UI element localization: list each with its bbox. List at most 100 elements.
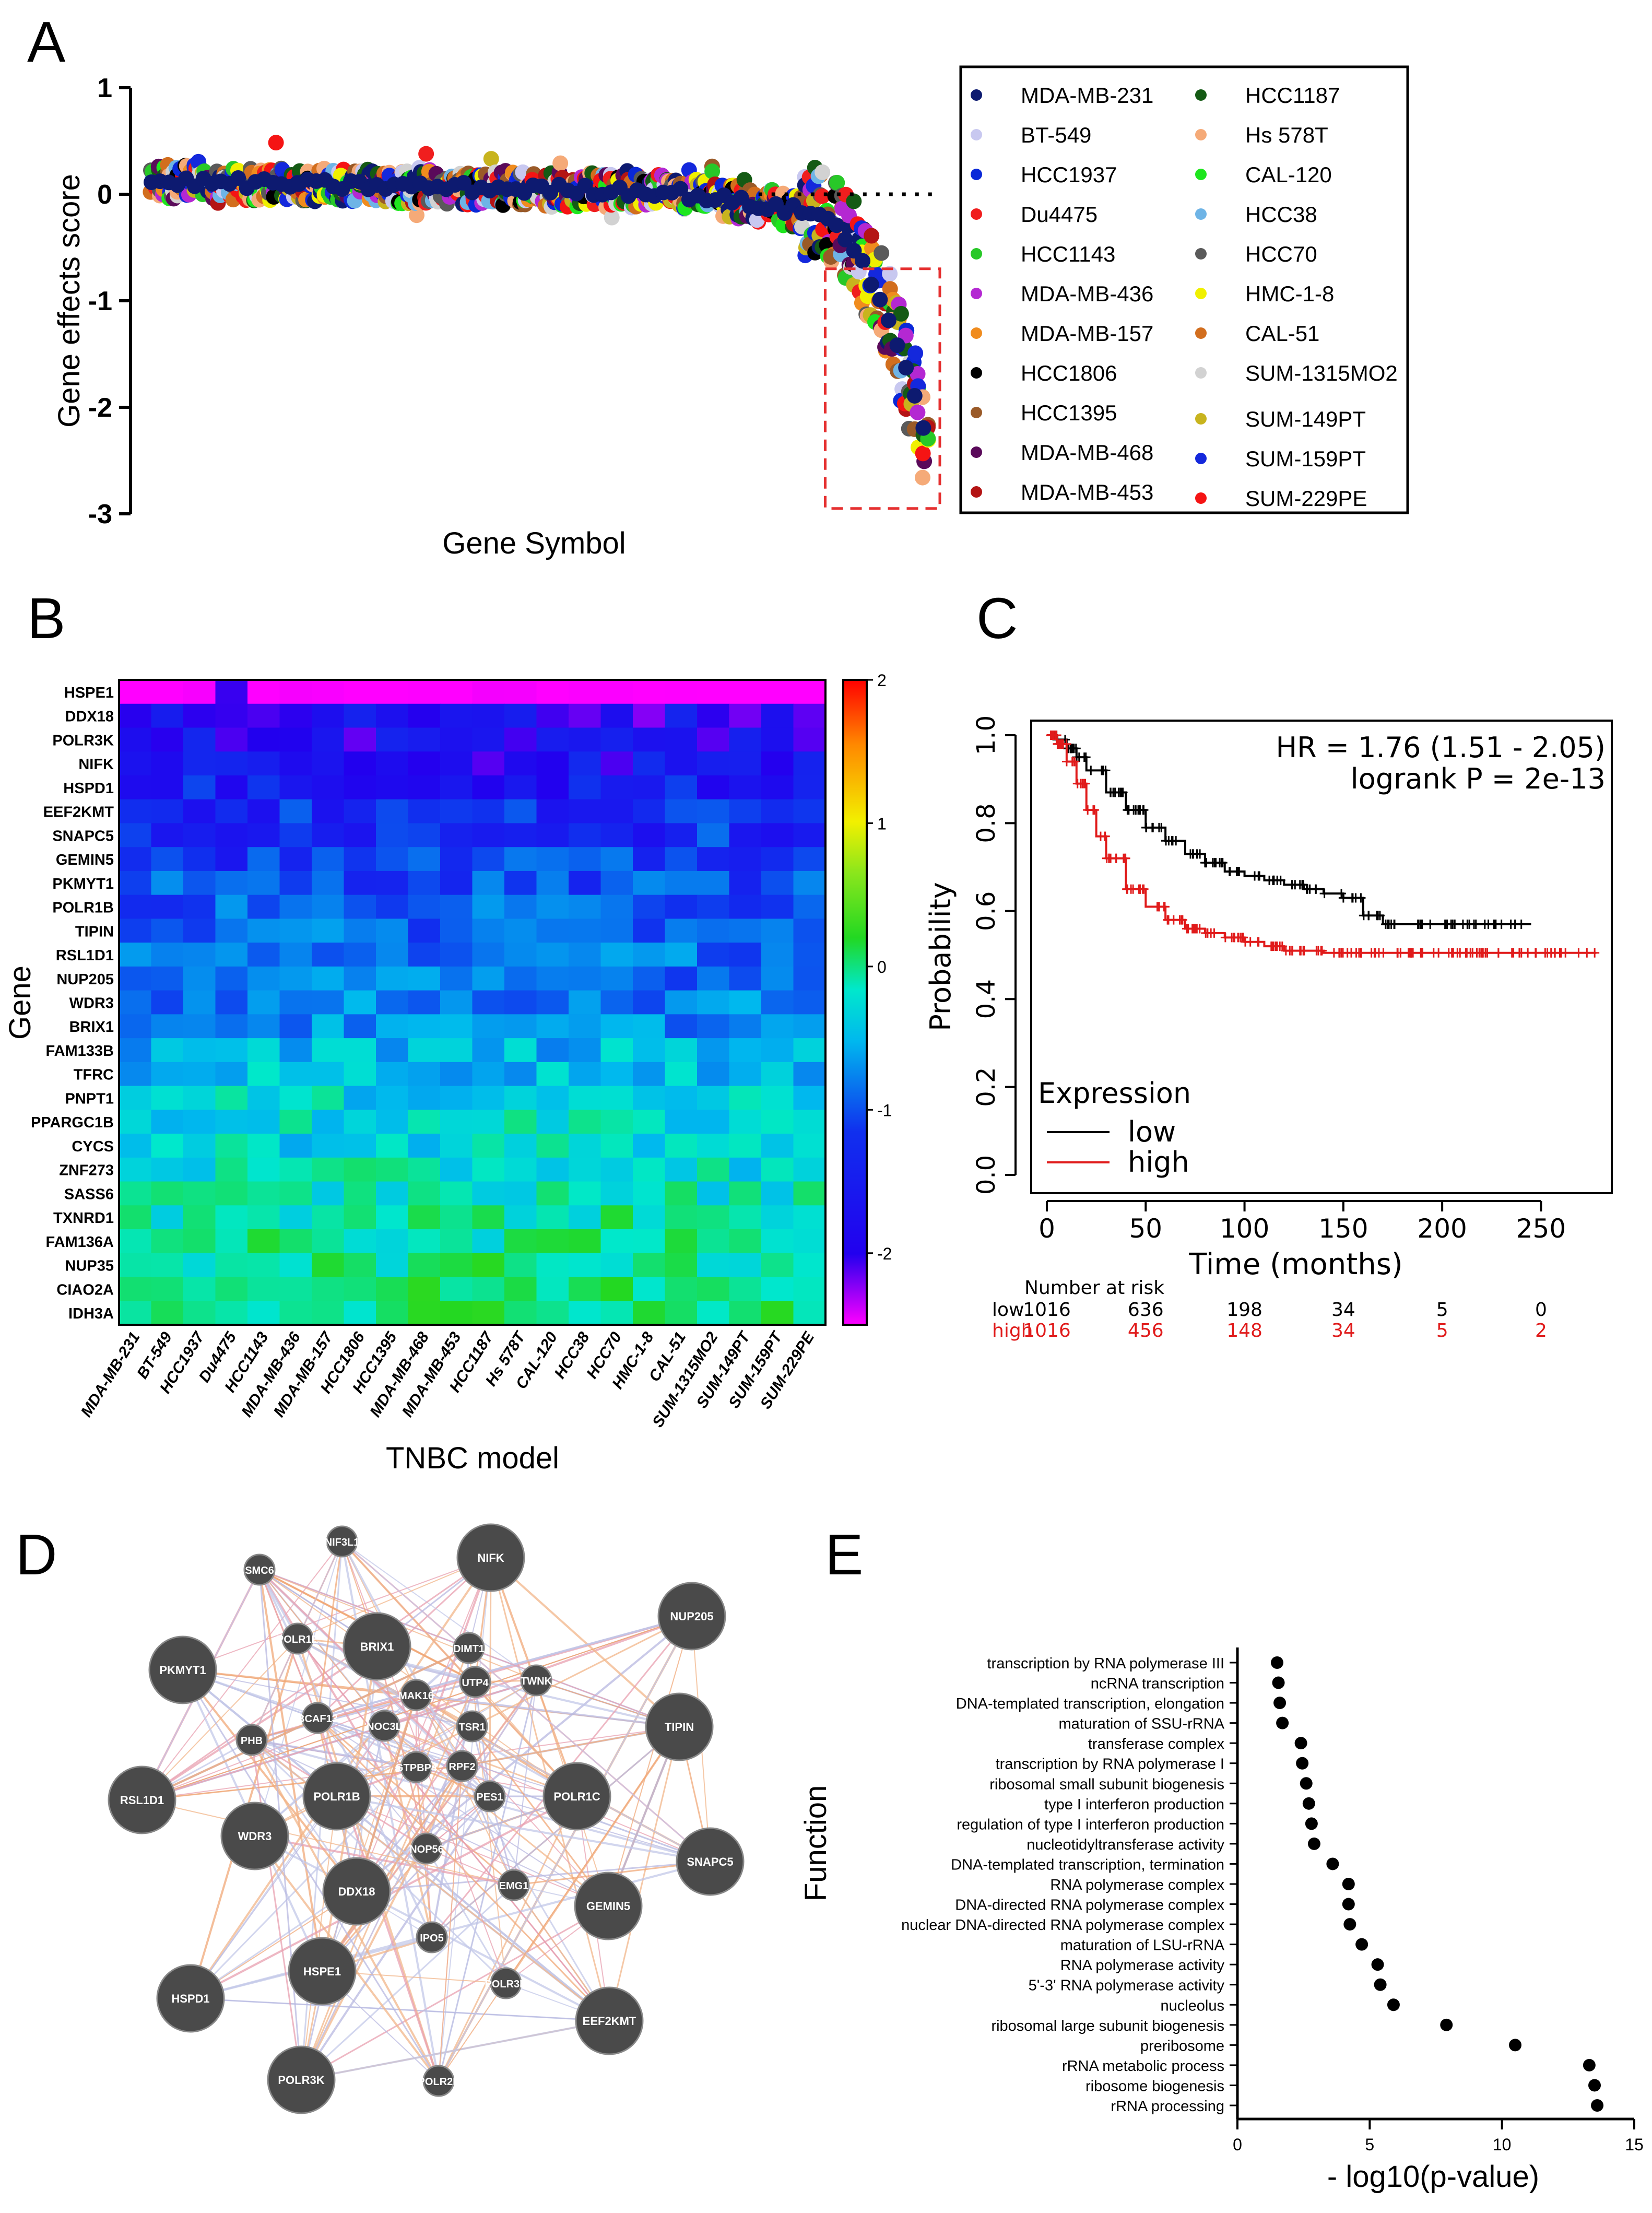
b-cell — [151, 894, 184, 920]
e-point — [1591, 2099, 1604, 2112]
b-cell — [408, 751, 441, 776]
b-row-label: SASS6 — [64, 1186, 114, 1203]
b-cell — [151, 966, 184, 991]
b-row-label: TFRC — [74, 1067, 114, 1084]
c-risk-value: 2 — [1535, 1320, 1547, 1341]
b-cell — [312, 799, 345, 824]
b-cell — [536, 727, 569, 752]
d-edge — [490, 1557, 680, 1728]
b-cell — [504, 775, 537, 800]
b-cell — [665, 775, 698, 800]
b-row-label: PPARGC1B — [31, 1114, 114, 1131]
b-cell — [729, 1062, 762, 1087]
a-point — [814, 188, 830, 204]
b-cell — [697, 894, 730, 920]
d-node: POLR3B — [485, 1967, 527, 1999]
d-node-label: GEMIN5 — [586, 1900, 630, 1913]
b-cell — [344, 1229, 376, 1254]
b-cell — [472, 1014, 505, 1039]
a-legend-swatch — [1195, 288, 1207, 299]
b-cell — [183, 990, 216, 1015]
a-legend-swatch — [1195, 413, 1207, 425]
d-node: NOP56 — [409, 1832, 444, 1865]
b-cell — [215, 966, 248, 991]
d-node-circle — [498, 1869, 530, 1901]
c-risk-title: Number at risk — [1024, 1277, 1164, 1299]
b-cell — [761, 990, 794, 1015]
d-node-circle — [108, 1765, 176, 1834]
d-edge — [254, 1680, 537, 1837]
b-cell — [665, 966, 698, 991]
b-cell — [151, 799, 184, 824]
a-legend-label: SUM-1315MO2 — [1245, 361, 1398, 385]
b-cell — [729, 1253, 762, 1278]
b-cell — [793, 1253, 826, 1278]
b-cell — [633, 1181, 666, 1206]
b-cell — [151, 1062, 184, 1087]
b-cell — [344, 1086, 376, 1110]
d-node-label: TWNK — [521, 1676, 552, 1687]
c-censor-mark — [1057, 739, 1067, 749]
d-edge — [489, 1557, 492, 1797]
b-cell — [312, 751, 345, 776]
b-cell — [536, 1134, 569, 1158]
d-node-circle — [301, 1702, 334, 1734]
b-cell — [504, 1181, 537, 1206]
a-legend-label: HCC1187 — [1245, 83, 1340, 108]
a-legend-swatch — [971, 208, 982, 220]
d-node: WDR3 — [220, 1802, 289, 1870]
c-censor-mark — [1337, 889, 1347, 899]
e-point — [1271, 1656, 1283, 1669]
b-cell — [440, 799, 473, 824]
b-cell — [408, 1301, 441, 1325]
a-point — [910, 366, 926, 382]
b-cell — [472, 1181, 505, 1206]
b-cell — [761, 1134, 794, 1158]
c-censor-mark — [1429, 948, 1438, 958]
c-censor-mark — [1135, 884, 1145, 894]
e-category-label: RNA polymerase complex — [1050, 1877, 1224, 1893]
d-edge — [383, 1725, 491, 1797]
b-cell — [729, 727, 762, 752]
b-cell — [344, 1157, 376, 1182]
b-cell — [569, 751, 601, 776]
a-legend-frame — [959, 65, 1409, 514]
d-node: NIFK — [456, 1523, 525, 1592]
b-cell — [247, 799, 280, 824]
d-edge — [321, 1765, 463, 1972]
b-cell — [600, 1110, 633, 1134]
a-legend-swatch — [1195, 327, 1207, 339]
b-cell — [761, 823, 794, 847]
a-y-label: Gene effects score — [52, 174, 86, 428]
b-cell — [151, 870, 184, 896]
c-censor-mark — [1364, 911, 1374, 921]
b-cell — [376, 894, 409, 920]
a-legend-label: Hs 578T — [1245, 123, 1328, 147]
a-point — [915, 469, 931, 486]
b-cell — [729, 1110, 762, 1134]
b-cell — [151, 1301, 184, 1325]
b-cell — [440, 1205, 473, 1230]
c-risk-value: 636 — [1128, 1299, 1164, 1321]
e-point — [1374, 1978, 1387, 1991]
b-cell — [633, 823, 666, 847]
a-legend-label: MDA-MB-453 — [1021, 480, 1153, 504]
d-node-circle — [456, 1710, 488, 1743]
b-cell — [504, 1134, 537, 1158]
b-cell — [119, 1277, 152, 1301]
b-cell — [440, 943, 473, 967]
b-cell — [376, 727, 409, 752]
b-cell — [793, 1014, 826, 1039]
c-axes: 0.0 0.2 0.4 0.6 0.8 1.0 0 50 100 150 200 250 — [972, 715, 1566, 1244]
b-cell — [344, 966, 376, 991]
b-cell — [793, 703, 826, 728]
b-cell — [793, 1181, 826, 1206]
b-cell — [247, 966, 280, 991]
b-cell — [472, 727, 505, 752]
b-cell — [376, 847, 409, 872]
b-row-label: NUP35 — [65, 1258, 114, 1275]
b-cell — [312, 847, 345, 872]
c-censor-mark — [1187, 924, 1197, 934]
b-cell — [633, 703, 666, 728]
b-cell — [151, 1110, 184, 1134]
